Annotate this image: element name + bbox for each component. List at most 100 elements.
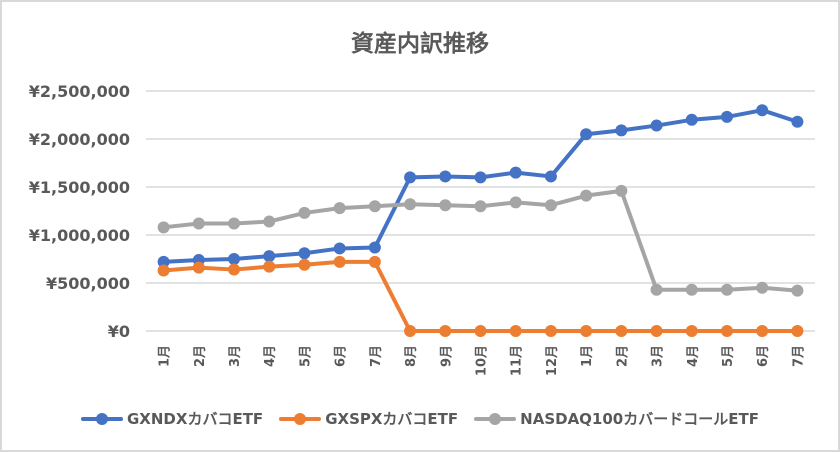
data-point-marker: [404, 198, 417, 211]
x-tick-label: 8月: [404, 345, 419, 367]
data-point-marker: [474, 200, 487, 213]
data-point-marker: [580, 325, 593, 337]
data-point-marker: [756, 281, 769, 294]
data-point-marker: [157, 264, 170, 277]
data-point-marker: [580, 128, 593, 141]
data-point-marker: [720, 325, 733, 337]
x-tick-label: 4月: [263, 345, 278, 367]
x-tick-label: 5月: [298, 345, 313, 367]
data-point-marker: [298, 247, 311, 260]
data-point-marker: [509, 196, 522, 209]
legend-item-nasdaq100: NASDAQ100カバードコールETF: [474, 408, 759, 429]
data-point-marker: [509, 325, 522, 337]
data-point-marker: [228, 217, 241, 230]
data-point-marker: [544, 325, 557, 337]
data-point-marker: [333, 202, 346, 215]
data-point-marker: [685, 113, 698, 126]
data-point-marker: [439, 199, 452, 212]
x-tick-label: 4月: [686, 345, 701, 367]
legend: GXNDXカバコETF GXSPXカバコETF NASDAQ100カバードコール…: [0, 408, 840, 429]
legend-item-gxspx: GXSPXカバコETF: [279, 408, 458, 429]
legend-item-gxndx: GXNDXカバコETF: [81, 408, 263, 429]
data-point-marker: [685, 325, 698, 337]
data-point-marker: [404, 325, 417, 337]
legend-marker-orange-icon: [279, 412, 322, 425]
data-point-marker: [192, 217, 205, 230]
data-point-marker: [439, 325, 452, 337]
legend-label: GXNDXカバコETF: [127, 410, 264, 428]
legend-marker-gray-icon: [474, 412, 517, 425]
data-point-marker: [228, 253, 241, 265]
data-point-marker: [368, 200, 381, 213]
x-tick-label: 9月: [439, 345, 454, 367]
data-point-marker: [404, 171, 417, 184]
x-tick-label: 7月: [369, 345, 384, 367]
y-tick-label: ¥1,500,000: [29, 178, 130, 197]
y-tick-label: ¥1,000,000: [29, 226, 130, 245]
legend-label: GXSPXカバコETF: [325, 410, 459, 428]
x-tick-label: 10月: [475, 345, 490, 376]
x-tick-label: 1月: [158, 345, 173, 367]
data-point-marker: [791, 115, 804, 128]
x-tick-label: 1月: [580, 345, 595, 367]
series-line: [157, 255, 804, 337]
data-point-marker: [157, 255, 170, 268]
data-point-marker: [544, 199, 557, 212]
data-point-marker: [509, 166, 522, 179]
x-tick-label: 5月: [721, 345, 736, 367]
data-point-marker: [263, 215, 276, 228]
x-tick-label: 3月: [228, 345, 243, 367]
x-tick-label: 6月: [756, 345, 771, 367]
data-point-marker: [580, 189, 593, 202]
data-point-marker: [615, 124, 628, 137]
data-point-marker: [157, 221, 170, 234]
y-tick-label: ¥2,500,000: [29, 82, 130, 101]
x-tick-label: 11月: [510, 345, 525, 376]
x-axis-labels: 1月 2月 3月 4月 5月 6月 7月 8月 9月 10月 11月 12月 1月 2月 3月 4月 5月 6月 7…: [158, 345, 807, 376]
x-tick-label: 3月: [651, 345, 666, 367]
series-line: [157, 184, 804, 297]
data-point-marker: [228, 263, 241, 276]
y-tick-label: ¥500,000: [46, 274, 130, 293]
x-tick-label: 6月: [334, 345, 349, 367]
x-tick-label: 7月: [791, 345, 806, 367]
data-point-marker: [263, 260, 276, 273]
data-point-marker: [650, 325, 663, 337]
x-tick-label: 12月: [545, 345, 560, 376]
data-point-marker: [474, 171, 487, 184]
data-point-marker: [333, 242, 346, 255]
data-point-marker: [474, 325, 487, 337]
data-point-marker: [720, 283, 733, 296]
data-point-marker: [368, 255, 381, 268]
x-tick-label: 2月: [193, 345, 208, 367]
data-point-marker: [650, 119, 663, 132]
data-point-marker: [368, 241, 381, 254]
series-line: [157, 104, 804, 268]
data-point-marker: [791, 325, 804, 337]
legend-label: NASDAQ100カバードコールETF: [520, 410, 759, 428]
data-point-marker: [298, 258, 311, 271]
x-tick-label: 2月: [615, 345, 630, 367]
legend-marker-blue-icon: [81, 412, 123, 425]
data-point-marker: [720, 110, 733, 123]
data-point-marker: [756, 325, 769, 337]
series-lines: [157, 104, 804, 337]
data-point-marker: [439, 170, 452, 183]
data-point-marker: [544, 170, 557, 183]
data-point-marker: [298, 206, 311, 219]
y-tick-label: ¥0: [108, 322, 130, 341]
data-point-marker: [615, 325, 628, 337]
data-point-marker: [192, 261, 205, 274]
data-point-marker: [333, 255, 346, 268]
data-point-marker: [791, 284, 804, 297]
data-point-marker: [263, 250, 276, 263]
chart-title: 資産内訳推移: [351, 31, 489, 57]
y-axis-labels: ¥0 ¥500,000 ¥1,000,000 ¥1,500,000 ¥2,000,000…: [29, 82, 130, 341]
data-point-marker: [615, 184, 628, 197]
data-point-marker: [756, 104, 769, 117]
data-point-marker: [650, 283, 663, 296]
gridlines: [146, 90, 815, 332]
y-tick-label: ¥2,000,000: [29, 130, 130, 149]
